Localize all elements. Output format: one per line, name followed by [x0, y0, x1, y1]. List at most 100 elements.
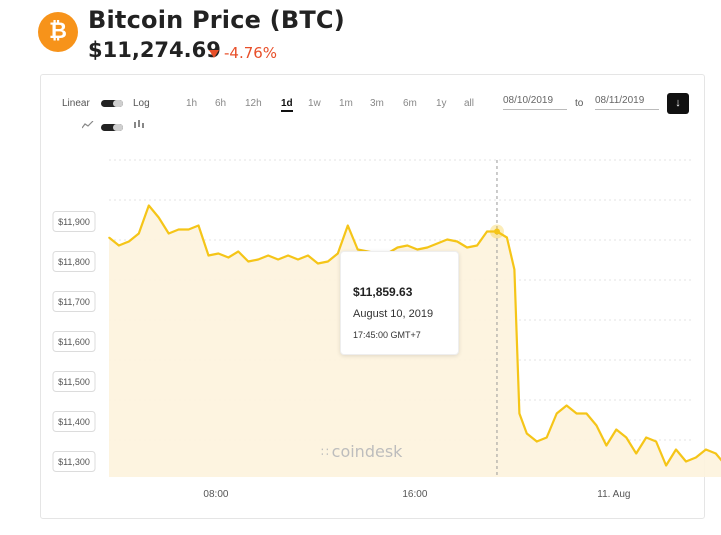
- y-tick-box: [52, 451, 96, 472]
- data-point: [287, 254, 289, 257]
- data-point: [337, 252, 339, 255]
- range-12h[interactable]: 12h: [245, 98, 262, 109]
- data-point: [426, 246, 429, 249]
- data-point: [625, 436, 628, 439]
- watermark-label: coindesk: [331, 442, 403, 461]
- data-point: [695, 456, 697, 459]
- range-3m[interactable]: 3m: [370, 98, 384, 109]
- data-point: [207, 254, 210, 257]
- page-title: Bitcoin Price (BTC): [88, 6, 345, 34]
- data-point: [217, 252, 220, 255]
- y-tick-label: $11,600: [58, 337, 90, 347]
- down-arrow-icon: [209, 49, 219, 58]
- range-1m[interactable]: 1m: [339, 98, 353, 109]
- data-point: [356, 248, 359, 251]
- range-6h[interactable]: 6h: [215, 98, 227, 109]
- data-point: [257, 258, 260, 261]
- y-tick-box: [52, 291, 96, 312]
- data-point: [416, 248, 419, 251]
- data-point: [297, 258, 299, 261]
- log-label[interactable]: Log: [133, 98, 150, 109]
- data-point: [197, 224, 200, 227]
- data-point: [635, 452, 637, 455]
- x-tick-label: 08:00: [203, 489, 228, 500]
- y-tick-label: $11,500: [58, 377, 90, 387]
- current-price: $11,274.69: [88, 38, 221, 62]
- data-point: [526, 432, 528, 435]
- data-point: [705, 448, 707, 451]
- line-chart-icon[interactable]: [82, 121, 94, 129]
- highlight-point: [493, 228, 500, 235]
- y-tick-label: $11,800: [58, 257, 90, 267]
- data-point: [615, 428, 618, 431]
- candlestick-icon[interactable]: [133, 120, 145, 130]
- data-point: [138, 232, 140, 235]
- range-1w[interactable]: 1w: [308, 98, 321, 109]
- data-point: [536, 440, 538, 443]
- data-point: [476, 244, 478, 247]
- linear-label[interactable]: Linear: [62, 98, 90, 109]
- data-point: [675, 448, 677, 451]
- range-1y[interactable]: 1y: [436, 98, 447, 109]
- data-point: [307, 254, 309, 257]
- data-point: [513, 268, 516, 271]
- data-point: [317, 262, 319, 265]
- data-point: [685, 460, 687, 463]
- y-tick-label: $11,400: [58, 417, 90, 427]
- y-tick-box: [52, 211, 96, 232]
- data-point: [545, 436, 548, 439]
- range-1d[interactable]: 1d: [281, 98, 293, 112]
- data-point: [486, 230, 488, 233]
- data-point: [396, 246, 399, 249]
- data-point: [128, 240, 130, 243]
- data-point: [715, 452, 717, 455]
- scale-toggle[interactable]: [101, 100, 123, 107]
- data-point: [267, 254, 270, 257]
- data-point: [177, 228, 180, 231]
- range-all[interactable]: all: [464, 98, 475, 109]
- price-change-value: -4.76%: [224, 44, 278, 62]
- data-point: [575, 412, 578, 415]
- bitcoin-logo-icon: ₿: [38, 12, 78, 52]
- y-tick-label: $11,700: [58, 297, 90, 307]
- data-point: [555, 412, 558, 415]
- data-point: [108, 236, 110, 239]
- data-point: [347, 224, 349, 227]
- chart-type-toggle[interactable]: [101, 124, 123, 131]
- data-point: [247, 260, 250, 263]
- data-point: [187, 228, 190, 231]
- date-to-input[interactable]: 08/11/2019: [595, 95, 659, 110]
- download-icon: ↓: [675, 97, 681, 109]
- tooltip-time: 17:45:00 GMT+7: [353, 330, 421, 340]
- data-point: [118, 244, 120, 247]
- data-point: [466, 246, 468, 249]
- y-tick-box: [52, 411, 96, 432]
- y-tick-label: $11,900: [58, 217, 90, 227]
- date-to-label: to: [575, 98, 584, 109]
- data-point: [585, 412, 588, 415]
- y-tick-box: [52, 251, 96, 272]
- data-point: [456, 240, 459, 243]
- data-point: [645, 436, 647, 439]
- range-6m[interactable]: 6m: [403, 98, 417, 109]
- data-point: [237, 250, 240, 253]
- price-change: -4.76%: [209, 44, 277, 62]
- data-point: [506, 236, 508, 239]
- price-line: [108, 204, 721, 467]
- data-point: [446, 238, 449, 241]
- data-point: [595, 424, 598, 427]
- date-from-input[interactable]: 08/10/2019: [503, 95, 567, 110]
- y-tick-box: [52, 371, 96, 392]
- download-button[interactable]: ↓: [667, 93, 689, 114]
- range-1h[interactable]: 1h: [186, 98, 198, 109]
- coindesk-logo-icon: ∷: [321, 445, 329, 459]
- data-point: [655, 440, 657, 443]
- tooltip-date: August 10, 2019: [353, 308, 434, 320]
- y-tick-box: [52, 331, 96, 352]
- data-point: [518, 412, 521, 415]
- data-point: [277, 258, 279, 261]
- data-point: [327, 260, 329, 263]
- tooltip-price: $11,859.63: [353, 285, 413, 299]
- x-tick-label: 11. Aug: [597, 489, 630, 500]
- x-tick-label: 16:00: [402, 489, 427, 500]
